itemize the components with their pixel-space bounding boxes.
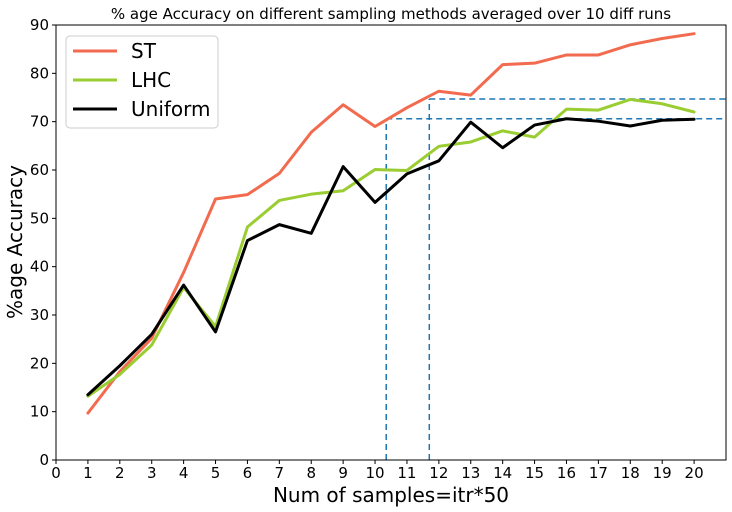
x-tick-label: 15 (525, 464, 544, 482)
legend: ST LHC Uniform (65, 35, 219, 129)
y-axis-label: %age Accuracy (3, 165, 27, 319)
y-tick-label: 90 (30, 16, 49, 34)
reference-lines (385, 98, 726, 460)
x-axis-label: Num of samples=itr*50 (273, 483, 509, 507)
plot-area-frame (55, 24, 727, 461)
x-tick-label: 13 (461, 464, 480, 482)
legend-label-lhc: LHC (131, 68, 171, 92)
x-tick-label: 7 (275, 464, 285, 482)
x-tick-label: 18 (621, 464, 640, 482)
y-tick-label: 20 (30, 354, 49, 372)
data-series (86, 32, 696, 415)
y-axis-ticks: 0 10 20 30 40 50 60 70 80 90 (30, 16, 56, 469)
y-tick-label: 40 (30, 258, 49, 276)
x-tick-label: 1 (83, 464, 93, 482)
legend-label-uniform: Uniform (131, 97, 211, 121)
chart-title: % age Accuracy on different sampling met… (111, 5, 671, 23)
x-tick-label: 4 (179, 464, 189, 482)
series-line-uniform (86, 117, 696, 397)
x-tick-label: 5 (211, 464, 221, 482)
x-tick-label: 6 (243, 464, 253, 482)
x-tick-label: 3 (147, 464, 157, 482)
y-tick-label: 80 (30, 64, 49, 82)
x-tick-label: 16 (557, 464, 576, 482)
x-axis-ticks: 0 1 2 3 4 5 6 7 8 9 10 11 12 13 14 15 16 17 18 19 20 (51, 460, 704, 482)
legend-label-st: ST (131, 39, 157, 63)
y-tick-label: 50 (30, 209, 49, 227)
y-tick-label: 60 (30, 161, 49, 179)
series-line-st (86, 32, 696, 415)
x-tick-label: 20 (685, 464, 704, 482)
x-tick-label: 11 (397, 464, 416, 482)
y-tick-label: 10 (30, 403, 49, 421)
legend-box (65, 35, 219, 129)
y-tick-label: 0 (39, 451, 49, 469)
y-tick-label: 30 (30, 306, 49, 324)
x-tick-label: 10 (366, 464, 385, 482)
y-tick-label: 70 (30, 113, 49, 131)
x-tick-label: 17 (589, 464, 608, 482)
x-tick-label: 0 (51, 464, 61, 482)
x-tick-label: 2 (115, 464, 125, 482)
series-line-lhc (86, 97, 696, 398)
x-tick-label: 12 (429, 464, 448, 482)
x-tick-label: 8 (306, 464, 316, 482)
x-tick-label: 9 (338, 464, 348, 482)
x-tick-label: 14 (493, 464, 512, 482)
x-tick-label: 19 (653, 464, 672, 482)
